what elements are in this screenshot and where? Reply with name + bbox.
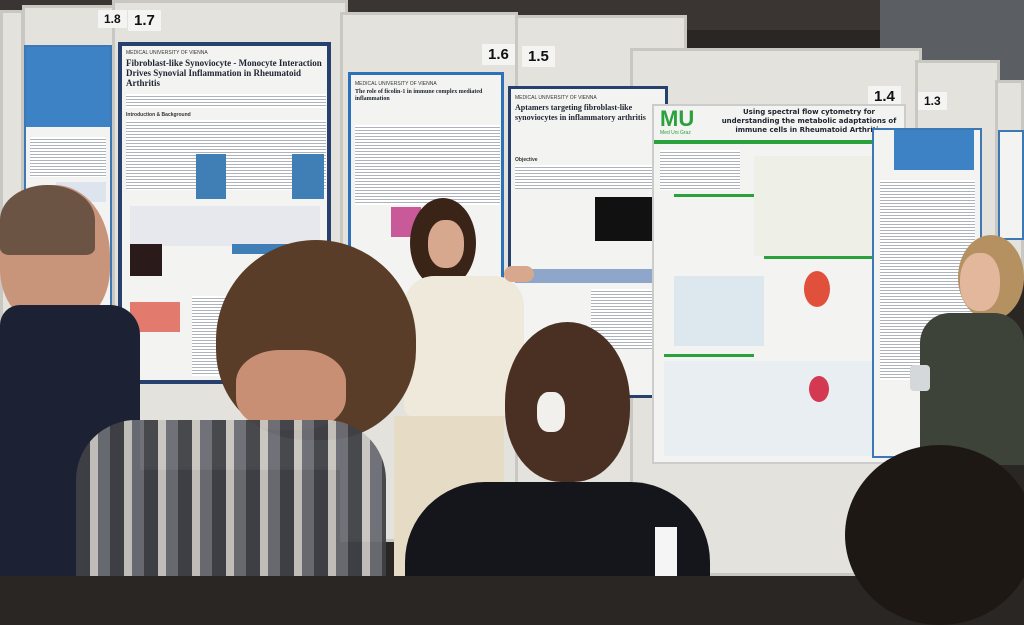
poster-institution: MEDICAL UNIVERSITY OF VIENNA xyxy=(126,50,208,56)
poster-title: The role of ficolin-1 in immune complex … xyxy=(355,89,483,102)
board-number: 1.4 xyxy=(868,86,901,107)
board-number: 1.6 xyxy=(482,44,515,65)
poster-section: Objective xyxy=(515,157,538,163)
poster-title: Fibroblast-like Synoviocyte - Monocyte I… xyxy=(126,58,322,88)
glass xyxy=(910,365,930,391)
person-foreground-right xyxy=(845,445,1024,625)
poster-1-4: MU Med Uni Graz Using spectral flow cyto… xyxy=(652,104,906,464)
poster-institution: Med Uni Graz xyxy=(660,130,691,136)
board-number: 1.3 xyxy=(918,92,947,110)
poster-institution: MEDICAL UNIVERSITY OF VIENNA xyxy=(355,81,437,87)
hair-clip xyxy=(537,392,565,432)
poster-title: Aptamers targeting fibroblast-like synov… xyxy=(515,103,646,122)
board-number: 1.8 xyxy=(98,10,127,28)
med-uni-graz-logo: MU xyxy=(660,106,695,131)
poster-right-edge xyxy=(998,130,1024,240)
board-number: 1.5 xyxy=(522,46,555,67)
board-number: 1.7 xyxy=(128,10,161,31)
poster-title: Using spectral flow cytometry for unders… xyxy=(721,108,897,134)
person-woman-hair-clip xyxy=(405,322,710,576)
person-man-plaid-shirt xyxy=(76,240,416,576)
person-right-woman xyxy=(900,235,1024,465)
poster-section: Introduction & Background xyxy=(126,112,191,118)
poster-institution: MEDICAL UNIVERSITY OF VIENNA xyxy=(515,95,597,101)
